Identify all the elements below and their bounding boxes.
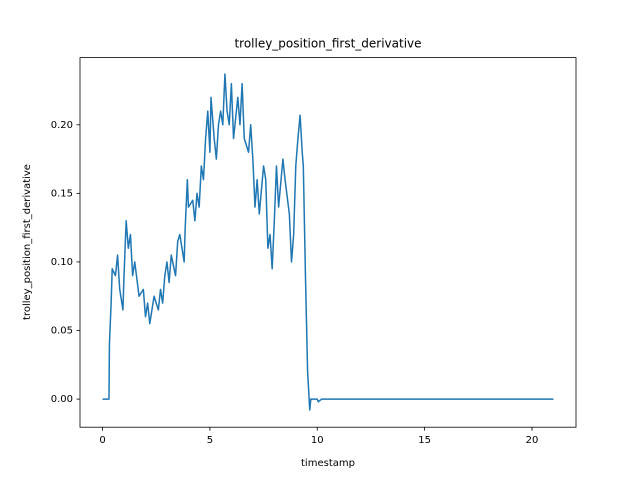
x-tick-label: 0: [99, 435, 105, 446]
y-tick-label: 0.00: [51, 394, 73, 405]
x-tick-label: 15: [418, 435, 431, 446]
x-tick-label: 10: [311, 435, 324, 446]
plot-frame: [79, 57, 577, 428]
x-tick-label: 20: [526, 435, 539, 446]
y-tick-label: 0.10: [51, 257, 73, 268]
y-tick-label: 0.05: [51, 326, 73, 337]
y-tick-label: 0.20: [51, 120, 73, 131]
chart-title: trolley_position_first_derivative: [234, 37, 421, 51]
y-axis-label: trolley_position_first_derivative: [22, 164, 33, 320]
x-axis-label: timestamp: [301, 458, 355, 469]
data-line: [102, 73, 554, 411]
y-tick-label: 0.15: [51, 188, 73, 199]
x-tick-label: 5: [207, 435, 213, 446]
